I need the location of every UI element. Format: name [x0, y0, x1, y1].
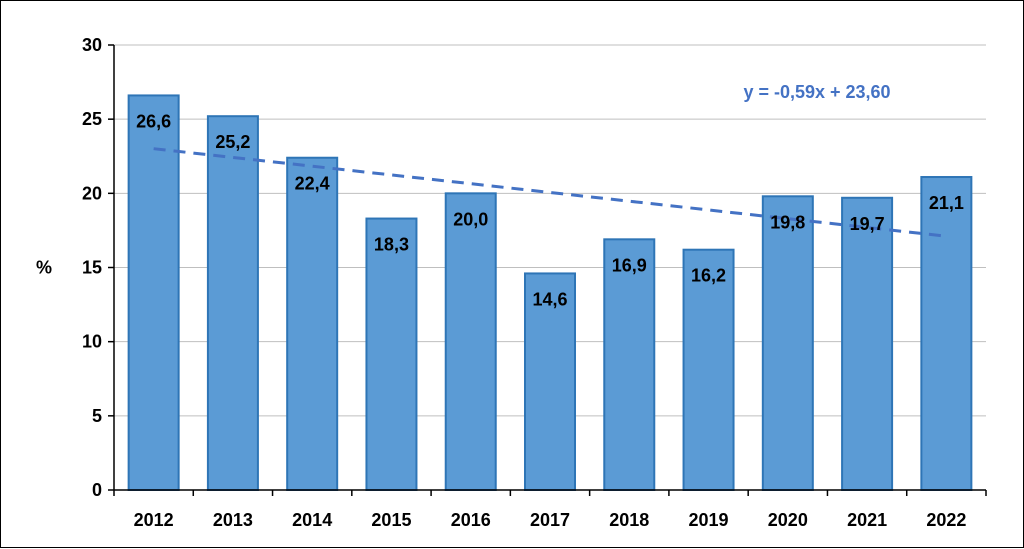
bar-2016: [444, 192, 497, 491]
data-label: 26,6: [136, 111, 171, 131]
y-tick-label: 10: [82, 332, 102, 352]
x-tick-label: 2016: [451, 510, 491, 530]
x-tick-label: 2020: [768, 510, 808, 530]
bar-2018: [603, 238, 656, 491]
bar-2022: [920, 176, 973, 491]
data-label: 25,2: [215, 132, 250, 152]
x-tick-label: 2018: [609, 510, 649, 530]
y-tick-label: 15: [82, 258, 102, 278]
x-tick-label: 2013: [213, 510, 253, 530]
x-tick-label: 2019: [689, 510, 729, 530]
y-tick-label: 30: [82, 35, 102, 55]
data-label: 21,1: [929, 193, 964, 213]
x-tick-label: 2017: [530, 510, 570, 530]
data-label: 19,8: [770, 212, 805, 232]
bars: [127, 94, 973, 492]
bar-2019: [682, 248, 735, 491]
gridlines: [114, 44, 986, 417]
bar-2015: [365, 217, 418, 492]
bar-2014: [286, 156, 339, 491]
x-tick-label: 2014: [292, 510, 332, 530]
trendline-group: [153, 147, 947, 238]
bar-2021: [841, 196, 894, 492]
y-tick-label: 25: [82, 109, 102, 129]
axes: [108, 44, 987, 496]
trendline: [153, 147, 947, 238]
x-tick-label: 2015: [371, 510, 411, 530]
bar-2017: [524, 272, 576, 491]
data-label: 22,4: [295, 174, 330, 194]
y-tick-label: 20: [82, 183, 102, 203]
y-tick-label: 5: [92, 406, 102, 426]
x-tick-label: 2021: [847, 510, 887, 530]
data-label: 16,2: [691, 266, 726, 286]
x-tick-label: 2022: [926, 510, 966, 530]
data-label: 20,0: [453, 209, 488, 229]
x-tick-label: 2012: [134, 510, 174, 530]
y-axis-label: %: [36, 258, 52, 278]
bar-2020: [761, 195, 814, 492]
labels: 0 5 10 15 20 25 30 2012 2013 2014 2015 2016 2017 2018…: [36, 35, 966, 530]
trendline-equation: y = -0,59x + 23,60: [743, 82, 890, 102]
data-label: 19,7: [850, 214, 885, 234]
bar-2012: [127, 94, 180, 492]
data-label: 16,9: [612, 255, 647, 275]
y-tick-label: 0: [92, 480, 102, 500]
bar-2013: [206, 115, 259, 491]
data-label: 18,3: [374, 235, 409, 255]
data-label: 14,6: [532, 289, 567, 309]
